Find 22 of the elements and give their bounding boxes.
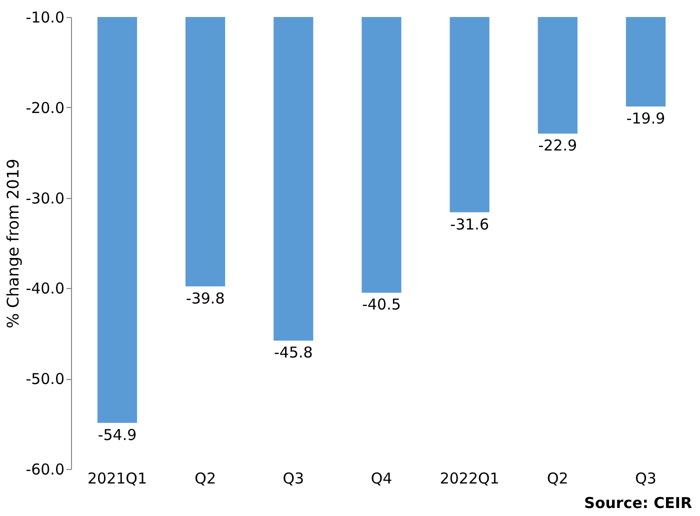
- data-label: -31.6: [450, 215, 489, 234]
- data-label: -39.8: [186, 289, 225, 308]
- y-tick-label: -20.0: [26, 98, 64, 117]
- x-tick-label: Q2: [546, 470, 568, 488]
- x-tick-label: Q4: [370, 470, 392, 488]
- y-tick-label: -60.0: [26, 460, 64, 478]
- data-label: -40.5: [362, 296, 401, 314]
- x-tick-label: Q3: [635, 470, 656, 488]
- data-label: -19.9: [626, 109, 666, 128]
- y-tick-label: -10.0: [26, 8, 64, 26]
- x-tick-label: 2021Q1: [87, 470, 148, 488]
- data-label: -45.8: [274, 344, 313, 362]
- y-axis-title: % Change from 2019: [4, 158, 23, 328]
- data-label: -22.9: [538, 136, 578, 155]
- y-tick-label: -50.0: [26, 370, 64, 388]
- data-label: -54.9: [98, 426, 137, 444]
- x-tick-label: Q2: [194, 470, 216, 488]
- x-tick-label: 2022Q1: [440, 470, 500, 488]
- y-tick-label: -40.0: [26, 280, 64, 298]
- y-tick-label: -30.0: [26, 189, 64, 208]
- x-tick-label: Q3: [282, 470, 304, 488]
- source-note: Source: CEIR: [584, 494, 692, 512]
